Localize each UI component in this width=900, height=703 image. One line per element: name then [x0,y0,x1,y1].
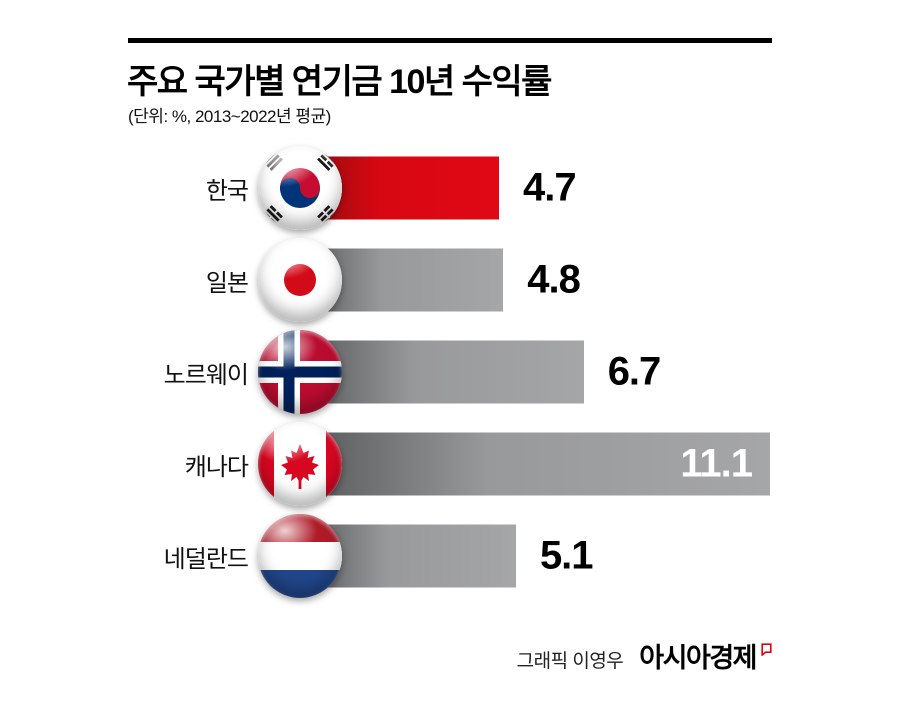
category-label: 네덜란드 [163,545,249,573]
korea-flag-icon [258,146,342,230]
value-label: 11.1 [680,441,753,486]
value-label: 5.1 [539,533,594,578]
category-label: 노르웨이 [163,361,249,389]
category-label: 일본 [205,269,249,297]
graphic-credit: 그래픽 이영우 [516,651,624,672]
bar-area: 5.1 [258,510,808,602]
chart-row-korea: 한국 [128,142,808,234]
category-label: 캐나다 [184,453,249,481]
norway-flag-icon [258,330,342,414]
top-rule [128,38,772,43]
chart-row-norway: 노르웨이 6.7 [128,326,808,418]
brand-speech-bubble-icon [761,632,772,663]
netherlands-flag-icon [258,514,342,598]
brand-logo: 아시아경제 [639,636,772,675]
bar-canada [300,432,770,496]
canada-flag-icon [258,422,342,506]
chart-row-japan: 일본 4.8 [128,234,808,326]
bar-norway [300,340,584,404]
value-label: 4.8 [527,257,581,302]
japan-flag-icon [258,238,342,322]
bar-area: 6.7 [258,326,808,418]
bar-area: 4.8 [258,234,808,326]
brand-logo-text: 아시아경제 [639,643,757,673]
value-label: 4.7 [523,165,577,210]
bar-area: 4.7 [258,142,808,234]
chart-row-netherlands: 네덜란드 5.1 [128,510,808,602]
footer: 그래픽 이영우 아시아경제 [516,636,772,675]
chart-title: 주요 국가별 연기금 10년 수익률 [127,63,552,101]
bar-chart: 한국 [128,142,808,602]
category-label: 한국 [205,177,249,205]
bar-area: 11.1 [258,418,808,510]
chart-row-canada: 캐나다 11.1 [128,418,808,510]
chart-subtitle: (단위: %, 2013~2022년 평균) [128,107,331,126]
value-label: 6.7 [607,349,662,394]
